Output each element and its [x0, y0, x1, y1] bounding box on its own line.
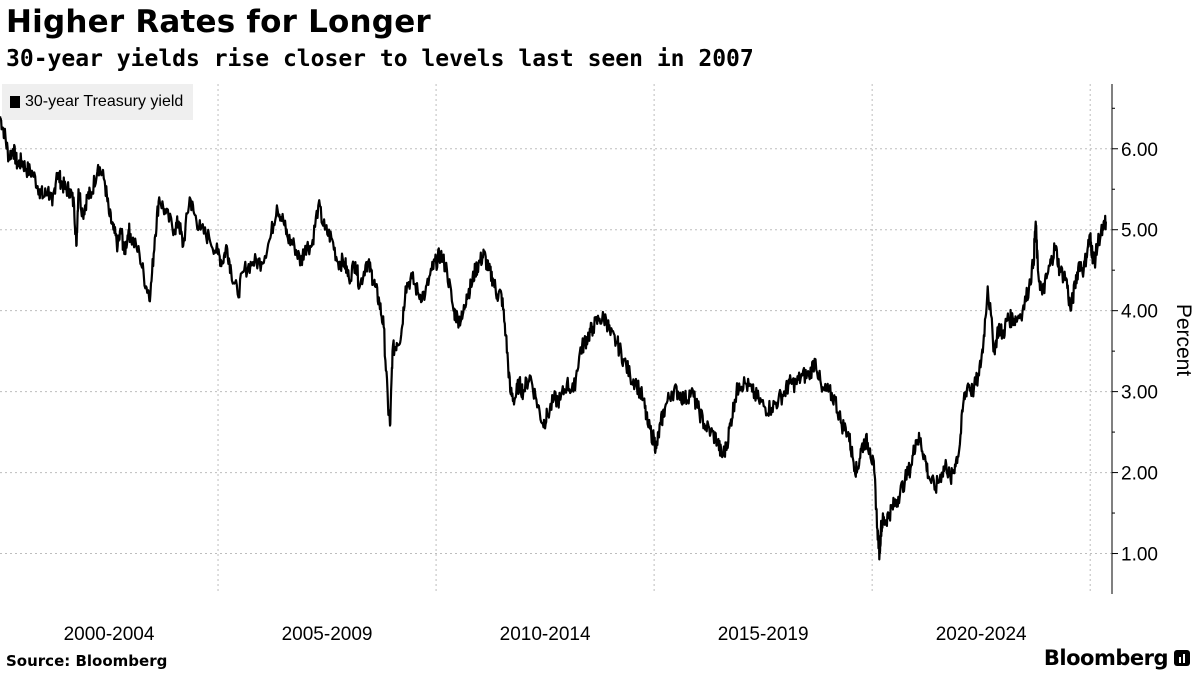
line-chart: 1.00 2.00 3.00 4.00 5.00 6.00 2000-2004 2005-2…	[0, 84, 1195, 640]
y-tick-label: 5.00	[1121, 221, 1158, 242]
brand-name: Bloomberg	[1043, 646, 1169, 670]
legend: 30-year Treasury yield	[2, 84, 194, 120]
source-note: Source: Bloomberg	[6, 652, 168, 670]
y-tick-label: 4.00	[1121, 302, 1158, 323]
y-tick-label: 1.00	[1121, 545, 1158, 566]
y-tick-label: 2.00	[1121, 464, 1158, 485]
x-tick-label: 2005-2009	[282, 624, 373, 640]
legend-label: 30-year Treasury yield	[25, 93, 184, 110]
x-tick-label: 2015-2019	[718, 624, 809, 640]
y-tick-label: 6.00	[1121, 140, 1158, 161]
y-ticks: 1.00 2.00 3.00 4.00 5.00 6.00	[1112, 107, 1158, 566]
x-ticks: 2000-2004 2005-2009 2010-2014 2015-2019 2020…	[64, 624, 1027, 640]
x-tick-label: 2010-2014	[500, 624, 591, 640]
y-tick-label: 3.00	[1121, 383, 1158, 404]
bloomberg-terminal-icon	[1174, 650, 1190, 666]
x-tick-label: 2000-2004	[64, 624, 155, 640]
gridlines	[0, 84, 1112, 594]
bloomberg-logo: Bloomberg	[1044, 646, 1190, 670]
series-line-30-year-treasury-yield	[0, 116, 1107, 561]
chart-title: Higher Rates for Longer	[6, 4, 431, 40]
legend-swatch	[10, 96, 20, 108]
y-axis-label: Percent	[1172, 304, 1195, 377]
chart-subtitle: 30-year yields rise closer to levels las…	[6, 46, 754, 72]
x-tick-label: 2020-2024	[936, 624, 1027, 640]
